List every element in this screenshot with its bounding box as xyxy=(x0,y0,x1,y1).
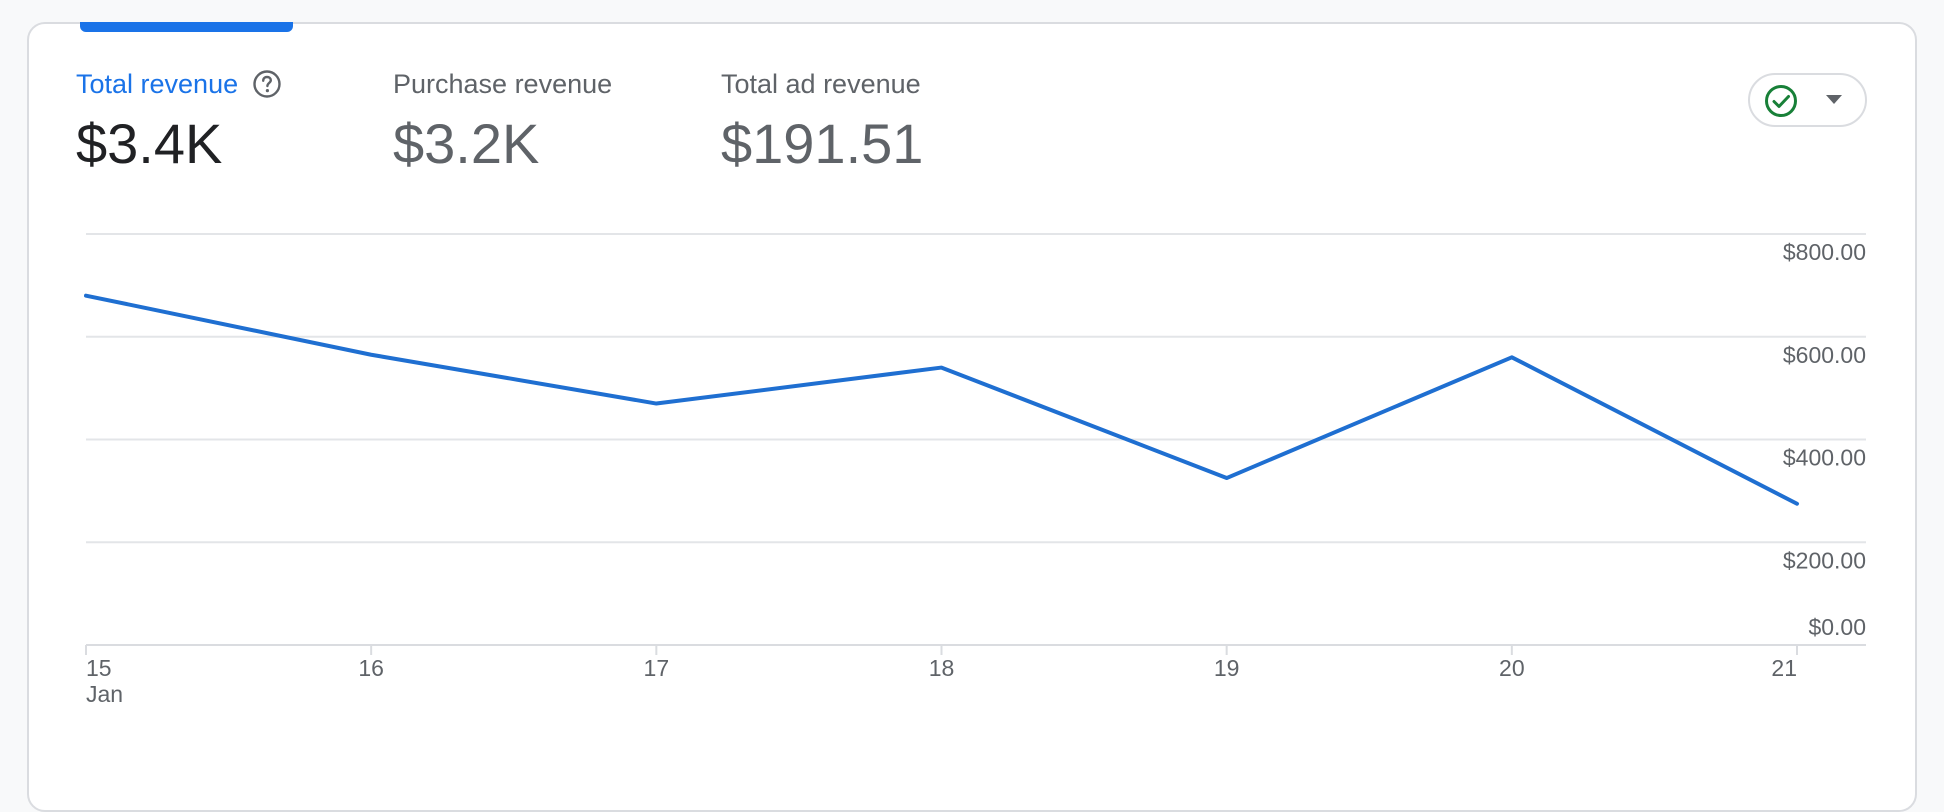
metric-total-ad-revenue-value: $191.51 xyxy=(721,114,923,174)
metric-total-ad-revenue-label: Total ad revenue xyxy=(721,69,921,100)
metric-purchase-revenue-label: Purchase revenue xyxy=(393,69,612,100)
active-tab-indicator xyxy=(80,22,293,32)
metric-total-revenue[interactable]: Total revenue $3.4K xyxy=(76,66,282,174)
revenue-card xyxy=(27,22,1917,812)
caret-down-icon xyxy=(1826,95,1842,105)
metric-purchase-revenue[interactable]: Purchase revenue $3.2K xyxy=(393,66,612,174)
metric-total-revenue-value: $3.4K xyxy=(76,114,282,174)
help-circle-icon[interactable] xyxy=(252,69,282,99)
metric-total-ad-revenue[interactable]: Total ad revenue $191.51 xyxy=(721,66,923,174)
comparison-selector[interactable] xyxy=(1748,73,1867,127)
metric-total-revenue-label: Total revenue xyxy=(76,69,238,100)
check-circle-icon xyxy=(1764,84,1798,118)
metric-purchase-revenue-value: $3.2K xyxy=(393,114,612,174)
